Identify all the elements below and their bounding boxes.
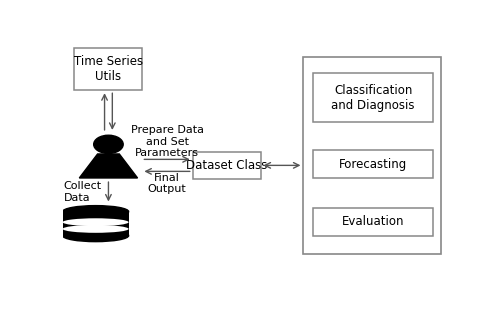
Text: Dataset Class: Dataset Class xyxy=(186,159,268,172)
Text: Collect
Data: Collect Data xyxy=(64,181,102,202)
Bar xyxy=(63,212,129,236)
Text: Final
Output: Final Output xyxy=(148,173,186,194)
Text: Prepare Data
and Set
Parameters: Prepare Data and Set Parameters xyxy=(131,125,203,158)
Polygon shape xyxy=(79,154,138,178)
FancyBboxPatch shape xyxy=(313,208,433,236)
Ellipse shape xyxy=(63,225,129,233)
FancyBboxPatch shape xyxy=(313,150,433,178)
FancyBboxPatch shape xyxy=(303,57,441,254)
Text: Evaluation: Evaluation xyxy=(342,215,404,228)
Text: Time Series
Utils: Time Series Utils xyxy=(74,55,143,83)
Text: Classification
and Diagnosis: Classification and Diagnosis xyxy=(332,84,415,111)
Circle shape xyxy=(94,135,123,154)
Ellipse shape xyxy=(63,218,129,226)
Ellipse shape xyxy=(63,206,129,218)
FancyBboxPatch shape xyxy=(74,48,142,90)
FancyBboxPatch shape xyxy=(313,73,433,122)
Ellipse shape xyxy=(63,230,129,241)
Text: Forecasting: Forecasting xyxy=(339,158,407,171)
FancyBboxPatch shape xyxy=(193,152,261,179)
